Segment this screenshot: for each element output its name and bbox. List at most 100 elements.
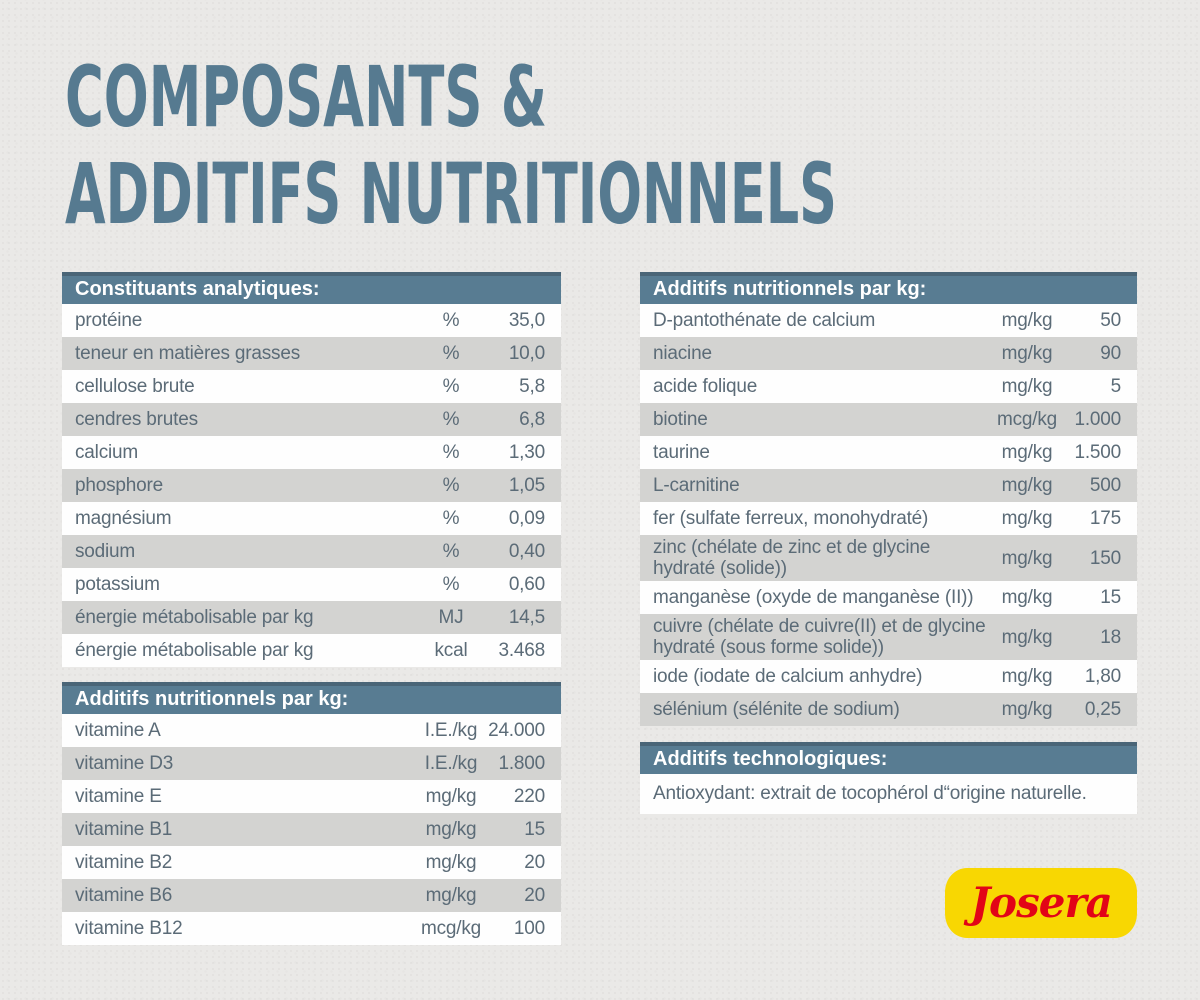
row-label: D-pantothénate de calcium [653, 310, 876, 331]
row-value: 10,0 [508, 343, 545, 364]
table-row: énergie métabolisable par kg MJ 14,5 [62, 601, 561, 634]
table-row: vitamine A I.E./kg 24.000 [62, 714, 561, 747]
table-row: protéine % 35,0 [62, 304, 561, 337]
row-unit: mg/kg [1001, 343, 1053, 364]
row-value: 15 [524, 819, 545, 840]
row-label: acide folique [653, 376, 758, 397]
table-row: phosphore % 1,05 [62, 469, 561, 502]
row-value: 20 [524, 885, 545, 906]
row-unit: % [442, 343, 460, 364]
row-value: 1.800 [498, 753, 545, 774]
row-label: vitamine E [75, 786, 162, 807]
row-value: 100 [513, 918, 545, 939]
row-value: 24.000 [488, 720, 545, 741]
row-unit: mg/kg [425, 852, 477, 873]
table-row: potassium % 0,60 [62, 568, 561, 601]
row-unit: mg/kg [1001, 376, 1053, 397]
row-unit: % [442, 442, 460, 463]
technological-additives-table: Additifs technologiques: Antioxydant: ex… [640, 742, 1137, 814]
table-row: vitamine B6 mg/kg 20 [62, 879, 561, 912]
row-label: taurine [653, 442, 710, 463]
table-row: magnésium % 0,09 [62, 502, 561, 535]
analytical-constituents-table: Constituants analytiques: protéine % 35,… [62, 272, 561, 667]
row-unit: I.E./kg [424, 720, 478, 741]
analytical-table-body: protéine % 35,0 teneur en matières grass… [62, 304, 561, 667]
table-row: vitamine B12 mcg/kg 100 [62, 912, 561, 945]
right-column: Additifs nutritionnels par kg: D-pantoth… [640, 272, 1137, 829]
table-row: D-pantothénate de calcium mg/kg 50 [640, 304, 1137, 337]
row-value: 35,0 [508, 310, 545, 331]
row-label: cendres brutes [75, 409, 198, 430]
table-row: vitamine E mg/kg 220 [62, 780, 561, 813]
table-row: sodium % 0,40 [62, 535, 561, 568]
row-unit: mg/kg [425, 885, 477, 906]
row-label: calcium [75, 442, 139, 463]
row-value: 1,05 [508, 475, 545, 496]
nutritional-additives-left-table: Additifs nutritionnels par kg: vitamine … [62, 682, 561, 945]
row-unit: mg/kg [1001, 547, 1053, 569]
row-label: vitamine B2 [75, 852, 173, 873]
row-unit: mg/kg [1001, 699, 1053, 720]
row-value: 5,8 [519, 376, 545, 397]
row-label: vitamine B1 [75, 819, 173, 840]
row-label: sodium [75, 541, 136, 562]
row-label: niacine [653, 343, 712, 364]
row-unit: % [442, 508, 460, 529]
antioxidant-note: Antioxydant: extrait de tocophérol d“ori… [640, 774, 1137, 814]
row-unit: I.E./kg [424, 753, 478, 774]
row-label: vitamine D3 [75, 753, 174, 774]
row-value: 150 [1089, 547, 1121, 569]
row-label: protéine [75, 310, 143, 331]
row-value: 0,25 [1084, 699, 1121, 720]
row-value: 20 [524, 852, 545, 873]
table-row: niacine mg/kg 90 [640, 337, 1137, 370]
row-label: énergie métabolisable par kg [75, 607, 314, 628]
page-title: COMPOSANTS & ADDITIFS NUTRITIONNELS [65, 50, 837, 240]
row-unit: % [442, 541, 460, 562]
row-label: manganèse (oxyde de manganèse (II)) [653, 587, 974, 608]
row-value: 14,5 [508, 607, 545, 628]
table-row: cellulose brute % 5,8 [62, 370, 561, 403]
josera-logo-wordmark: Josera [963, 878, 1112, 927]
table-row: cuivre (chélate de cuivre(II) et de gly­… [640, 614, 1137, 660]
additives-right-table-header: Additifs nutritionnels par kg: [640, 272, 1137, 304]
row-label: teneur en matières grasses [75, 343, 301, 364]
row-value: 1.000 [1074, 409, 1121, 430]
row-value: 1,80 [1084, 666, 1121, 687]
row-unit: % [442, 310, 460, 331]
row-unit: % [442, 376, 460, 397]
row-label: vitamine B12 [75, 918, 183, 939]
table-row: acide folique mg/kg 5 [640, 370, 1137, 403]
table-row: énergie métabolisable par kg kcal 3.468 [62, 634, 561, 667]
row-value: 0,60 [508, 574, 545, 595]
analytical-table-header: Constituants analytiques: [62, 272, 561, 304]
row-unit: mg/kg [1001, 626, 1053, 648]
row-label: sélénium (sélénite de sodium) [653, 699, 900, 720]
row-value: 90 [1100, 343, 1121, 364]
row-unit: MJ [438, 607, 464, 628]
row-value: 0,09 [508, 508, 545, 529]
table-row: calcium % 1,30 [62, 436, 561, 469]
table-row: biotine mcg/kg 1.000 [640, 403, 1137, 436]
row-label: vitamine B6 [75, 885, 173, 906]
row-value: 175 [1089, 508, 1121, 529]
row-label: iode (iodate de calcium anhydre) [653, 666, 923, 687]
table-row: vitamine B2 mg/kg 20 [62, 846, 561, 879]
table-row: teneur en matières grasses % 10,0 [62, 337, 561, 370]
table-row: iode (iodate de calcium anhydre) mg/kg 1… [640, 660, 1137, 693]
row-label: L-carnitine [653, 475, 740, 496]
row-label: fer (sulfate ferreux, monohydraté) [653, 508, 929, 529]
row-unit: mg/kg [1001, 475, 1053, 496]
table-row: fer (sulfate ferreux, monohydraté) mg/kg… [640, 502, 1137, 535]
row-unit: mcg/kg [420, 918, 482, 939]
row-value: 50 [1100, 310, 1121, 331]
josera-logo: Josera [945, 868, 1137, 938]
row-value: 1.500 [1074, 442, 1121, 463]
title-line-1: COMPOSANTS & [65, 50, 547, 146]
row-label: potassium [75, 574, 160, 595]
row-value: 220 [513, 786, 545, 807]
row-unit: % [442, 574, 460, 595]
row-unit: kcal [434, 640, 468, 661]
additives-left-table-header: Additifs nutritionnels par kg: [62, 682, 561, 714]
